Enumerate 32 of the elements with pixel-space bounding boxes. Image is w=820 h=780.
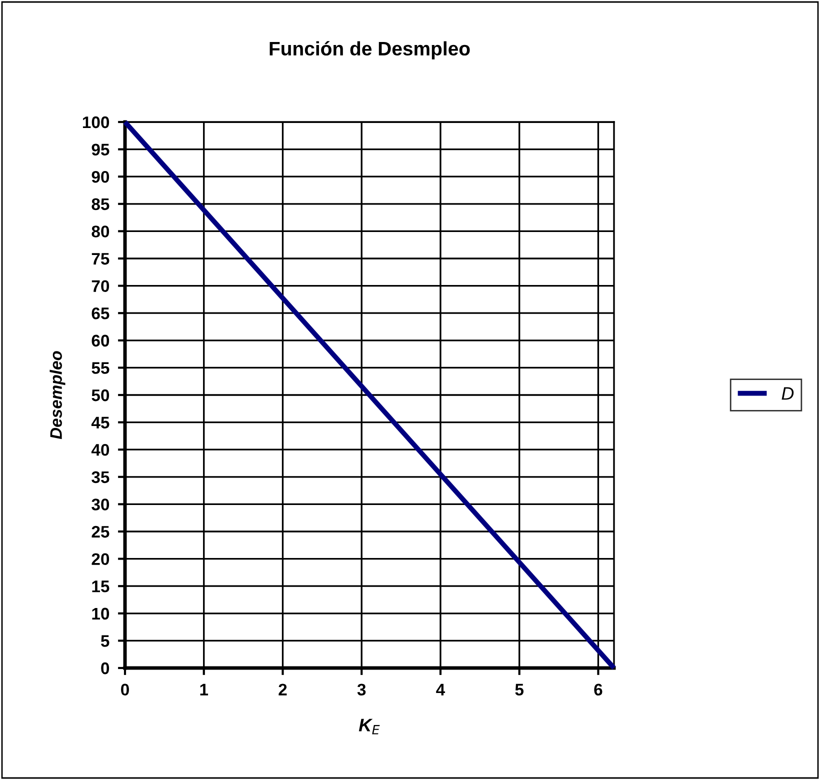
y-tick-label: 5 <box>100 635 110 647</box>
y-tick-label: 75 <box>92 253 110 265</box>
legend-label: D <box>782 387 794 400</box>
x-tick-label: 6 <box>594 684 602 696</box>
y-tick-label: 40 <box>91 444 110 456</box>
x-tick-label: 0 <box>121 684 129 696</box>
y-tick-label: 100 <box>82 116 110 128</box>
x-tick-label: 4 <box>436 684 446 696</box>
x-tick-label: 1 <box>200 684 208 696</box>
y-axis-title: Desempleo <box>50 351 66 440</box>
x-tick-label: 3 <box>357 684 366 696</box>
y-tick-label: 65 <box>92 308 110 320</box>
y-tick-label: 90 <box>92 171 110 183</box>
y-tick-label: 30 <box>92 498 110 510</box>
y-tick-label: 50 <box>92 389 110 402</box>
y-tick-label: 85 <box>92 198 110 210</box>
y-tick-label: 55 <box>92 362 110 374</box>
y-tick-label: 95 <box>92 144 110 156</box>
y-tick-label: 25 <box>92 526 110 538</box>
chart-title: Función de Desmpleo <box>270 41 470 60</box>
y-tick-label: 60 <box>92 334 110 347</box>
y-tick-label: 35 <box>92 471 110 484</box>
y-tick-label: 0 <box>101 662 110 674</box>
y-tick-label: 10 <box>92 608 110 620</box>
y-tick-label: 80 <box>92 226 110 238</box>
x-tick-label: 5 <box>515 684 524 696</box>
y-tick-label: 15 <box>92 580 110 592</box>
x-tick-label: 2 <box>278 684 287 696</box>
y-tick-label: 70 <box>92 280 110 292</box>
x-axis-title: K$_{E}$ <box>358 718 380 734</box>
y-tick-label: 45 <box>91 416 110 429</box>
y-tick-label: 20 <box>92 553 110 566</box>
